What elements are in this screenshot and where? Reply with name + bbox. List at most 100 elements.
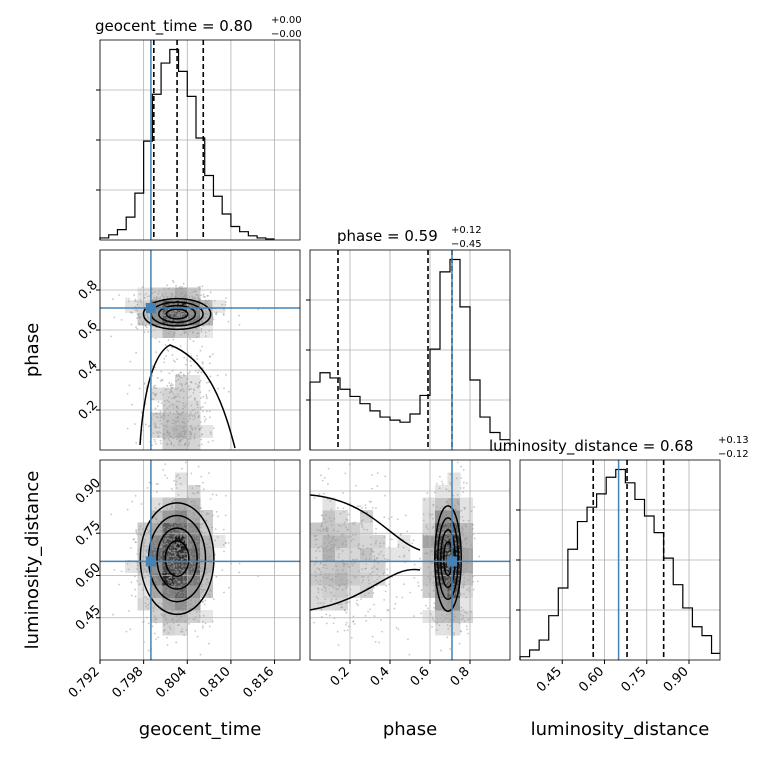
- scatter-point: [208, 513, 210, 515]
- scatter-point: [182, 553, 185, 555]
- scatter-point: [170, 538, 172, 541]
- scatter-point: [335, 575, 337, 578]
- scatter-point: [454, 508, 457, 511]
- scatter-point: [454, 609, 457, 612]
- scatter-point: [462, 583, 465, 586]
- scatter-point: [201, 522, 204, 525]
- scatter-point: [170, 505, 173, 508]
- scatter-point: [168, 303, 171, 306]
- scatter-point: [151, 625, 154, 628]
- scatter-point: [193, 435, 196, 438]
- scatter-point: [171, 384, 174, 387]
- scatter-point: [211, 620, 214, 623]
- scatter-point: [192, 605, 194, 608]
- scatter-point: [178, 375, 181, 378]
- scatter-point: [167, 553, 170, 556]
- scatter-point: [365, 619, 368, 622]
- scatter-point: [154, 507, 157, 509]
- scatter-point: [183, 326, 186, 329]
- scatter-point: [163, 361, 166, 364]
- scatter-point: [168, 513, 171, 516]
- scatter-point: [165, 539, 168, 542]
- scatter-point: [143, 595, 146, 598]
- scatter-point: [164, 314, 166, 317]
- scatter-point: [397, 545, 400, 548]
- scatter-point: [182, 523, 185, 525]
- scatter-point: [208, 356, 211, 358]
- scatter-point: [456, 514, 459, 517]
- scatter-point: [173, 579, 176, 581]
- scatter-point: [342, 565, 345, 568]
- scatter-point: [185, 331, 188, 334]
- scatter-point: [353, 576, 356, 579]
- scatter-point: [189, 528, 191, 531]
- scatter-point: [181, 467, 183, 470]
- scatter-point: [172, 544, 175, 546]
- scatter-point: [159, 419, 162, 422]
- scatter-point: [155, 298, 158, 301]
- scatter-point: [176, 358, 178, 361]
- scatter-point: [200, 558, 203, 561]
- scatter-point: [182, 579, 185, 582]
- scatter-point: [350, 551, 353, 553]
- scatter-point: [206, 512, 208, 515]
- scatter-point: [198, 536, 201, 539]
- scatter-point: [189, 612, 191, 615]
- density-cell: [447, 472, 461, 486]
- scatter-point: [201, 584, 204, 586]
- scatter-point: [447, 511, 449, 514]
- scatter-point: [147, 604, 150, 606]
- scatter-point: [427, 607, 429, 610]
- panel-frame: [99, 459, 301, 661]
- scatter-point: [187, 543, 190, 545]
- scatter-point: [383, 536, 386, 539]
- scatter-point: [153, 596, 156, 599]
- scatter-point: [462, 614, 465, 617]
- scatter-point: [464, 538, 466, 540]
- scatter-point: [325, 555, 327, 558]
- scatter-point: [187, 568, 190, 571]
- scatter-point: [167, 534, 169, 537]
- scatter-point: [147, 607, 150, 610]
- scatter-point: [136, 561, 139, 564]
- scatter-point: [441, 505, 444, 508]
- scatter-point: [461, 549, 464, 551]
- scatter-point: [178, 563, 181, 566]
- scatter-point: [174, 498, 176, 501]
- scatter-point: [179, 533, 182, 536]
- scatter-point: [443, 536, 446, 538]
- scatter-point: [157, 317, 160, 320]
- contour-level: [158, 304, 197, 324]
- scatter-point: [141, 527, 144, 530]
- scatter-point: [313, 621, 316, 624]
- scatter-point: [160, 378, 163, 381]
- scatter-point: [148, 295, 151, 298]
- scatter-point: [359, 505, 362, 507]
- scatter-point: [154, 394, 157, 397]
- scatter-point: [194, 290, 197, 293]
- density-cell: [347, 572, 361, 586]
- scatter-point: [179, 432, 181, 435]
- scatter-point: [431, 553, 434, 555]
- scatter-point: [444, 533, 447, 536]
- scatter-point: [322, 575, 325, 578]
- scatter-point: [424, 552, 427, 555]
- scatter-point: [211, 493, 214, 496]
- scatter-point: [211, 353, 214, 356]
- scatter-point: [462, 519, 465, 522]
- scatter-point: [166, 571, 169, 574]
- scatter-point: [174, 552, 177, 555]
- scatter-point: [137, 549, 140, 552]
- scatter-point: [125, 630, 128, 633]
- scatter-point: [165, 590, 167, 593]
- scatter-point: [194, 411, 197, 414]
- scatter-point: [208, 389, 211, 392]
- scatter-point: [346, 585, 349, 588]
- scatter-point: [440, 620, 443, 623]
- scatter-point: [345, 611, 348, 614]
- scatter-point: [157, 602, 160, 604]
- scatter-point: [170, 610, 173, 613]
- scatter-point: [175, 427, 178, 430]
- scatter-point: [322, 550, 325, 553]
- scatter-point: [136, 327, 139, 330]
